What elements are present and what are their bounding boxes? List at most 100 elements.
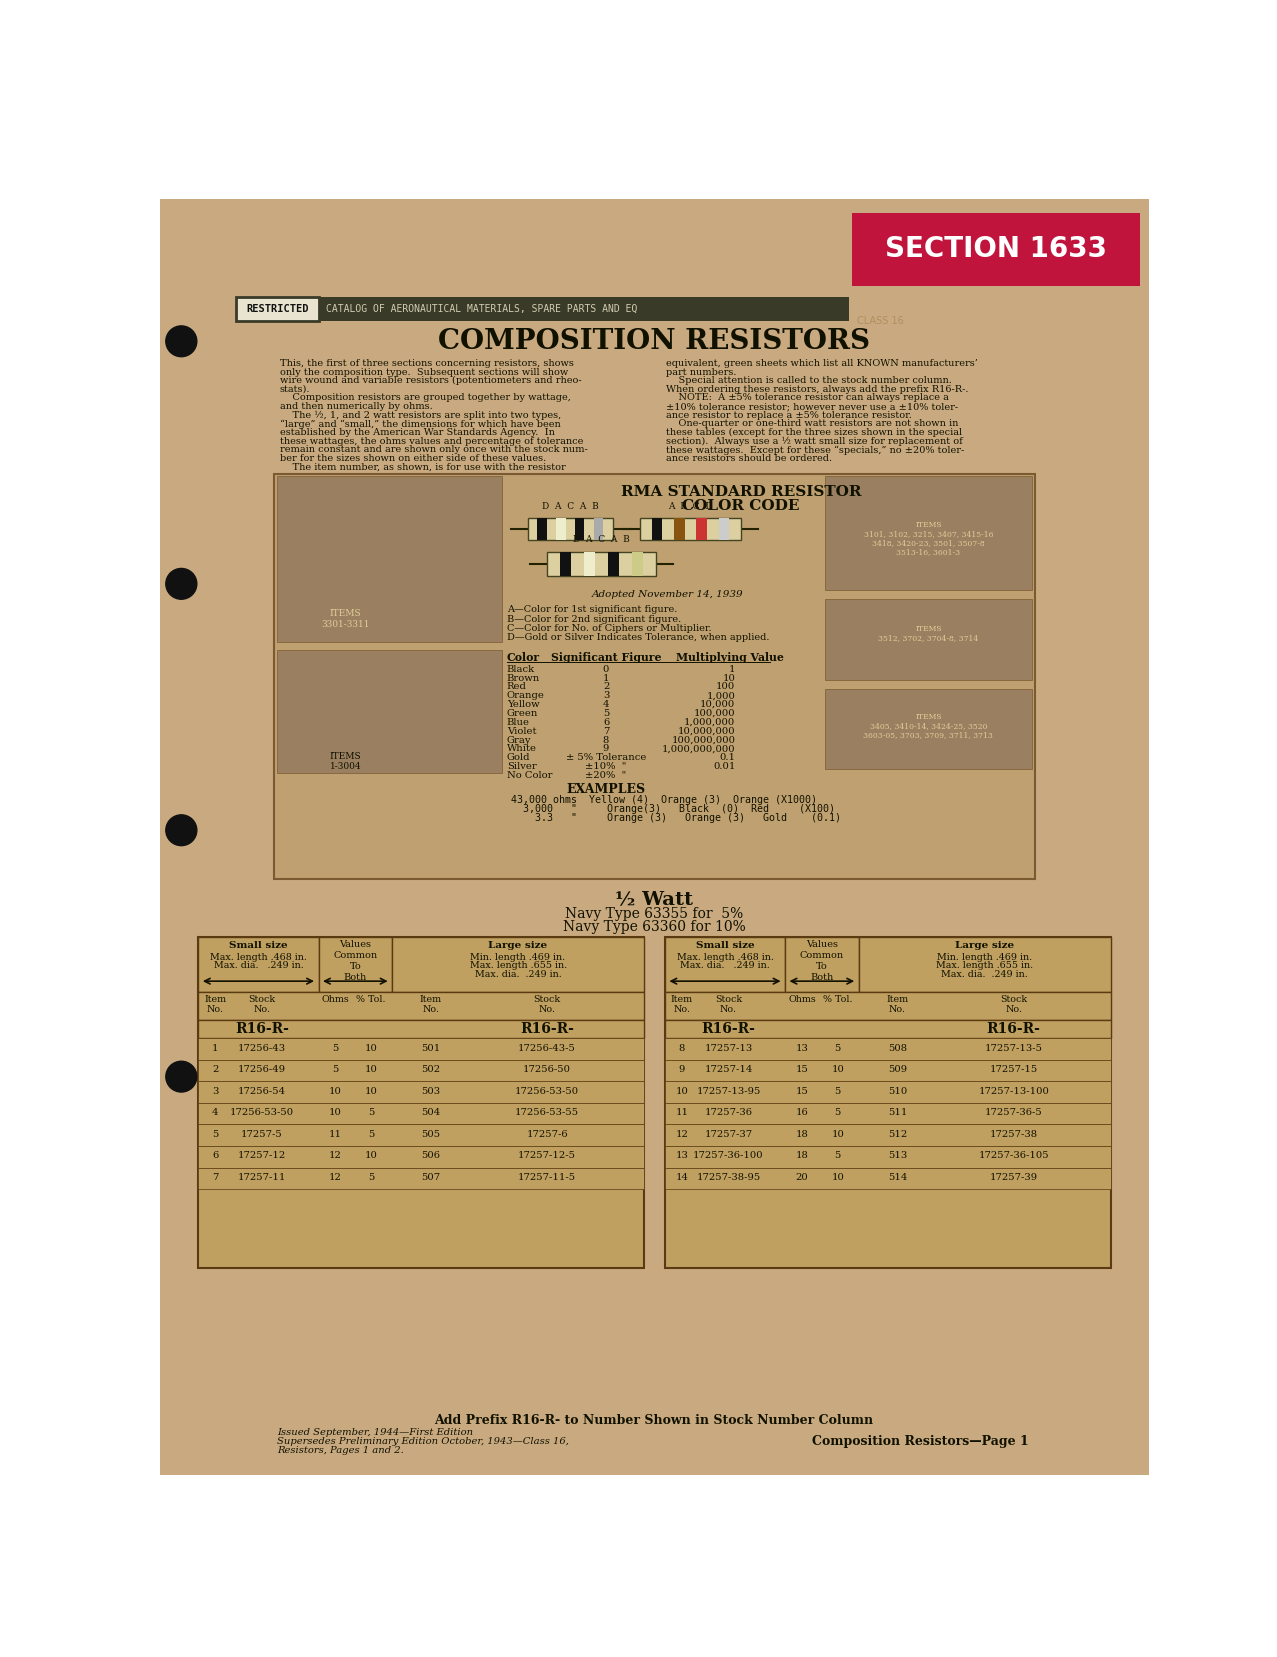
Text: 3: 3: [212, 1087, 218, 1095]
Text: 12: 12: [676, 1130, 688, 1138]
Text: 10: 10: [329, 1109, 342, 1117]
Text: 1,000: 1,000: [706, 691, 736, 701]
Text: 3: 3: [603, 691, 609, 701]
Text: Stock
No.: Stock No.: [1000, 994, 1027, 1014]
FancyBboxPatch shape: [584, 552, 595, 577]
Text: Min. length .469 in.: Min. length .469 in.: [470, 953, 566, 961]
Text: stats).: stats).: [280, 384, 310, 394]
Text: Max. dia.  .249 in.: Max. dia. .249 in.: [941, 969, 1028, 979]
Text: When ordering these resistors, always add the prefix R16-R-.: When ordering these resistors, always ad…: [665, 384, 968, 394]
Text: Yellow: Yellow: [507, 701, 539, 709]
Text: R16-R-: R16-R-: [520, 1022, 575, 1036]
Text: 10: 10: [831, 1130, 844, 1138]
Text: 17257-12: 17257-12: [238, 1152, 286, 1160]
FancyBboxPatch shape: [665, 1082, 1111, 1104]
Text: Min. length .469 in.: Min. length .469 in.: [937, 953, 1032, 961]
FancyBboxPatch shape: [198, 1060, 644, 1082]
Text: 1: 1: [729, 664, 736, 674]
Text: ±20%  ": ±20% ": [585, 771, 627, 780]
Text: 512: 512: [888, 1130, 907, 1138]
Text: 10: 10: [365, 1065, 378, 1074]
Text: One-quarter or one-third watt resistors are not shown in: One-quarter or one-third watt resistors …: [665, 419, 958, 429]
Text: R16-R-: R16-R-: [235, 1022, 289, 1036]
Text: 5: 5: [368, 1109, 374, 1117]
Text: 17257-36-100: 17257-36-100: [693, 1152, 764, 1160]
Text: Max. length .655 in.: Max. length .655 in.: [936, 961, 1033, 969]
Text: Max. length .468 in.: Max. length .468 in.: [677, 953, 774, 961]
Text: “large” and “small,” the dimensions for which have been: “large” and “small,” the dimensions for …: [280, 419, 561, 429]
Text: 7: 7: [603, 727, 609, 736]
Text: 514: 514: [888, 1173, 907, 1181]
FancyBboxPatch shape: [719, 519, 729, 540]
Text: 1: 1: [212, 1044, 218, 1052]
FancyBboxPatch shape: [198, 1147, 644, 1168]
Text: Brown: Brown: [507, 673, 540, 683]
Text: Item
No.: Item No.: [886, 994, 908, 1014]
Text: ITEMS
3405, 3410-14, 3424-25, 3520
3603-05, 3703, 3709, 3711, 3713: ITEMS 3405, 3410-14, 3424-25, 3520 3603-…: [863, 713, 994, 739]
Text: NOTE:  A ±5% tolerance resistor can always replace a: NOTE: A ±5% tolerance resistor can alway…: [665, 393, 949, 403]
FancyBboxPatch shape: [277, 650, 502, 774]
Text: 17256-50: 17256-50: [524, 1065, 571, 1074]
Text: 15: 15: [796, 1065, 808, 1074]
Text: RMA STANDARD RESISTOR: RMA STANDARD RESISTOR: [621, 486, 861, 499]
FancyBboxPatch shape: [665, 993, 1111, 1019]
Text: 10: 10: [365, 1152, 378, 1160]
Text: 2: 2: [603, 683, 609, 691]
Text: 3,000   "     Orange(3)   Black  (0)  Red     (X100): 3,000 " Orange(3) Black (0) Red (X100): [511, 804, 835, 814]
Text: CATALOG OF AERONAUTICAL MATERIALS, SPARE PARTS AND EQ: CATALOG OF AERONAUTICAL MATERIALS, SPARE…: [326, 303, 637, 313]
Text: Item
No.: Item No.: [420, 994, 442, 1014]
Text: Small size: Small size: [696, 941, 755, 949]
Text: Silver: Silver: [507, 762, 536, 771]
Text: 10,000,000: 10,000,000: [678, 727, 736, 736]
Text: 8: 8: [603, 736, 609, 744]
Text: 17257-14: 17257-14: [705, 1065, 752, 1074]
FancyBboxPatch shape: [277, 476, 502, 641]
Text: 508: 508: [888, 1044, 907, 1052]
Text: 17257-13-95: 17257-13-95: [696, 1087, 761, 1095]
FancyBboxPatch shape: [825, 689, 1032, 769]
Text: 11: 11: [329, 1130, 342, 1138]
Text: This, the first of three sections concerning resistors, shows: This, the first of three sections concer…: [280, 360, 573, 368]
Text: 5: 5: [835, 1152, 842, 1160]
Circle shape: [166, 815, 197, 845]
Text: ITEMS
3301-3311: ITEMS 3301-3311: [322, 610, 370, 628]
Text: 2: 2: [212, 1065, 218, 1074]
Text: B—Color for 2nd significant figure.: B—Color for 2nd significant figure.: [507, 615, 681, 623]
Text: 17257-11-5: 17257-11-5: [518, 1173, 576, 1181]
FancyBboxPatch shape: [275, 474, 1036, 878]
FancyBboxPatch shape: [665, 1019, 1111, 1039]
FancyBboxPatch shape: [547, 552, 655, 577]
Text: 17257-36-5: 17257-36-5: [985, 1109, 1042, 1117]
Text: 17257-5: 17257-5: [241, 1130, 282, 1138]
Text: 5: 5: [368, 1173, 374, 1181]
Text: 5: 5: [212, 1130, 218, 1138]
FancyBboxPatch shape: [665, 1168, 1111, 1190]
Circle shape: [166, 326, 197, 356]
FancyBboxPatch shape: [198, 936, 644, 1268]
Text: 17257-15: 17257-15: [990, 1065, 1038, 1074]
Text: D  A  C  A  B: D A C A B: [573, 535, 630, 543]
Text: 15: 15: [796, 1087, 808, 1095]
Text: 100: 100: [716, 683, 736, 691]
Text: Orange: Orange: [507, 691, 545, 701]
Text: 9: 9: [603, 744, 609, 754]
FancyBboxPatch shape: [665, 1039, 1111, 1060]
Text: Black: Black: [507, 664, 535, 674]
Text: A—Color for 1st significant figure.: A—Color for 1st significant figure.: [507, 605, 677, 615]
Text: 1,000,000,000: 1,000,000,000: [661, 744, 736, 754]
Text: Max. dia.   .249 in.: Max. dia. .249 in.: [681, 961, 770, 969]
Text: D  A  C  A  B: D A C A B: [541, 502, 599, 510]
Text: Item
No.: Item No.: [204, 994, 226, 1014]
Text: 17256-54: 17256-54: [238, 1087, 286, 1095]
Text: 17257-38-95: 17257-38-95: [696, 1173, 761, 1181]
Text: 6: 6: [212, 1152, 218, 1160]
FancyBboxPatch shape: [665, 936, 785, 993]
Text: 20: 20: [796, 1173, 808, 1181]
Text: 509: 509: [888, 1065, 907, 1074]
Text: ± 5% Tolerance: ± 5% Tolerance: [566, 754, 646, 762]
FancyBboxPatch shape: [198, 993, 644, 1019]
Text: 5: 5: [332, 1065, 338, 1074]
Circle shape: [166, 568, 197, 600]
Text: 10: 10: [723, 673, 736, 683]
Text: 11: 11: [676, 1109, 688, 1117]
